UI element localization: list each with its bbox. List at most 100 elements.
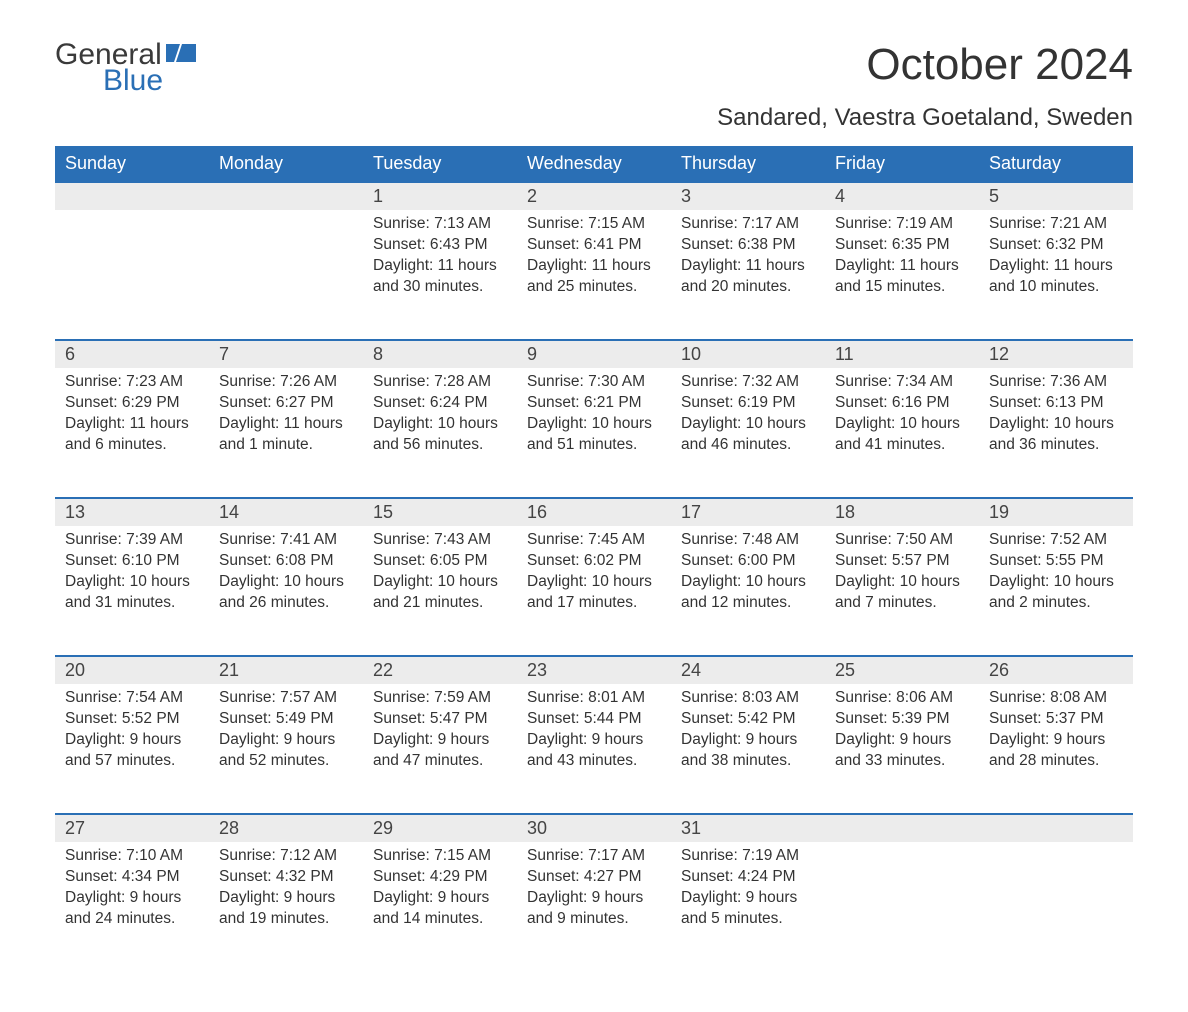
sunrise-text: Sunrise: 7:23 AM [65, 372, 199, 393]
calendar-cell [979, 842, 1133, 972]
daylight-text: Daylight: 10 hours and 17 minutes. [527, 572, 661, 614]
sunrise-text: Sunrise: 8:01 AM [527, 688, 661, 709]
calendar-table: SundayMondayTuesdayWednesdayThursdayFrid… [55, 146, 1133, 972]
sunset-text: Sunset: 5:37 PM [989, 709, 1123, 730]
calendar-cell: Sunrise: 7:59 AMSunset: 5:47 PMDaylight:… [363, 684, 517, 814]
sunset-text: Sunset: 6:32 PM [989, 235, 1123, 256]
day-number: 18 [825, 499, 979, 526]
calendar-cell: Sunrise: 7:13 AMSunset: 6:43 PMDaylight:… [363, 210, 517, 340]
calendar-cell: Sunrise: 8:06 AMSunset: 5:39 PMDaylight:… [825, 684, 979, 814]
sunrise-text: Sunrise: 7:41 AM [219, 530, 353, 551]
sunrise-text: Sunrise: 7:19 AM [835, 214, 969, 235]
day-number: 26 [979, 657, 1133, 684]
daylight-text: Daylight: 10 hours and 21 minutes. [373, 572, 507, 614]
sunrise-text: Sunrise: 7:13 AM [373, 214, 507, 235]
weekday-header: Friday [825, 146, 979, 182]
weekday-header: Sunday [55, 146, 209, 182]
calendar-cell: Sunrise: 7:54 AMSunset: 5:52 PMDaylight:… [55, 684, 209, 814]
weekday-header-row: SundayMondayTuesdayWednesdayThursdayFrid… [55, 146, 1133, 182]
sunset-text: Sunset: 6:24 PM [373, 393, 507, 414]
weekday-header: Wednesday [517, 146, 671, 182]
day-number: 22 [363, 657, 517, 684]
daylight-text: Daylight: 10 hours and 56 minutes. [373, 414, 507, 456]
day-number: 16 [517, 499, 671, 526]
sunset-text: Sunset: 6:21 PM [527, 393, 661, 414]
calendar-cell: Sunrise: 7:34 AMSunset: 6:16 PMDaylight:… [825, 368, 979, 498]
sunset-text: Sunset: 6:27 PM [219, 393, 353, 414]
sunset-text: Sunset: 6:41 PM [527, 235, 661, 256]
calendar-cell: Sunrise: 7:41 AMSunset: 6:08 PMDaylight:… [209, 526, 363, 656]
sunset-text: Sunset: 6:10 PM [65, 551, 199, 572]
sunset-text: Sunset: 6:16 PM [835, 393, 969, 414]
day-body-row: Sunrise: 7:23 AMSunset: 6:29 PM Daylight:… [55, 368, 1133, 498]
sunset-text: Sunset: 4:24 PM [681, 867, 815, 888]
daylight-text: Daylight: 10 hours and 26 minutes. [219, 572, 353, 614]
day-number: 6 [55, 341, 209, 368]
daylight-text: Daylight: 9 hours and 33 minutes. [835, 730, 969, 772]
sunset-text: Sunset: 5:49 PM [219, 709, 353, 730]
day-number: 9 [517, 341, 671, 368]
day-number: 11 [825, 341, 979, 368]
sunrise-text: Sunrise: 7:12 AM [219, 846, 353, 867]
calendar-cell: Sunrise: 7:39 AMSunset: 6:10 PMDaylight:… [55, 526, 209, 656]
sunset-text: Sunset: 5:52 PM [65, 709, 199, 730]
calendar-cell: Sunrise: 7:17 AMSunset: 6:38 PMDaylight:… [671, 210, 825, 340]
weekday-header: Monday [209, 146, 363, 182]
sunset-text: Sunset: 5:55 PM [989, 551, 1123, 572]
day-number: 12 [979, 341, 1133, 368]
day-number: 4 [825, 183, 979, 210]
sunset-text: Sunset: 4:32 PM [219, 867, 353, 888]
daylight-text: Daylight: 10 hours and 31 minutes. [65, 572, 199, 614]
day-number: 17 [671, 499, 825, 526]
daylight-text: Daylight: 9 hours and 57 minutes. [65, 730, 199, 772]
daylight-text: Daylight: 9 hours and 52 minutes. [219, 730, 353, 772]
day-number: 14 [209, 499, 363, 526]
daylight-text: Daylight: 11 hours and 1 minute. [219, 414, 353, 456]
weekday-header: Tuesday [363, 146, 517, 182]
daylight-text: Daylight: 9 hours and 43 minutes. [527, 730, 661, 772]
sunrise-text: Sunrise: 7:34 AM [835, 372, 969, 393]
day-number: 10 [671, 341, 825, 368]
day-number: 23 [517, 657, 671, 684]
daylight-text: Daylight: 11 hours and 30 minutes. [373, 256, 507, 298]
sunrise-text: Sunrise: 7:39 AM [65, 530, 199, 551]
daylight-text: Daylight: 11 hours and 15 minutes. [835, 256, 969, 298]
daylight-text: Daylight: 9 hours and 19 minutes. [219, 888, 353, 930]
sunrise-text: Sunrise: 7:54 AM [65, 688, 199, 709]
day-number-row: 13141516171819 [55, 498, 1133, 526]
sunset-text: Sunset: 6:05 PM [373, 551, 507, 572]
calendar-cell: Sunrise: 7:32 AMSunset: 6:19 PMDaylight:… [671, 368, 825, 498]
daylight-text: Daylight: 10 hours and 36 minutes. [989, 414, 1123, 456]
sunrise-text: Sunrise: 7:48 AM [681, 530, 815, 551]
daylight-text: Daylight: 10 hours and 7 minutes. [835, 572, 969, 614]
sunset-text: Sunset: 4:34 PM [65, 867, 199, 888]
sunset-text: Sunset: 6:29 PM [65, 393, 199, 414]
calendar-cell: Sunrise: 7:50 AMSunset: 5:57 PMDaylight:… [825, 526, 979, 656]
sunset-text: Sunset: 6:00 PM [681, 551, 815, 572]
day-number-row: 2728293031 [55, 814, 1133, 842]
sunset-text: Sunset: 6:13 PM [989, 393, 1123, 414]
sunrise-text: Sunrise: 7:59 AM [373, 688, 507, 709]
daylight-text: Daylight: 10 hours and 51 minutes. [527, 414, 661, 456]
calendar-cell: Sunrise: 7:36 AMSunset: 6:13 PMDaylight:… [979, 368, 1133, 498]
sunset-text: Sunset: 6:02 PM [527, 551, 661, 572]
calendar-cell [209, 210, 363, 340]
calendar-cell [825, 842, 979, 972]
sunrise-text: Sunrise: 7:45 AM [527, 530, 661, 551]
sunset-text: Sunset: 6:43 PM [373, 235, 507, 256]
page-title: October 2024 [866, 40, 1133, 90]
day-number: 21 [209, 657, 363, 684]
calendar-cell: Sunrise: 7:17 AMSunset: 4:27 PMDaylight:… [517, 842, 671, 972]
day-body-row: Sunrise: 7:10 AMSunset: 4:34 PMDaylight:… [55, 842, 1133, 972]
day-number: 31 [671, 815, 825, 842]
sunset-text: Sunset: 4:29 PM [373, 867, 507, 888]
brand-blue: Blue [103, 66, 196, 96]
sunrise-text: Sunrise: 7:50 AM [835, 530, 969, 551]
day-body-row: Sunrise: 7:54 AMSunset: 5:52 PMDaylight:… [55, 684, 1133, 814]
calendar-cell: Sunrise: 7:15 AMSunset: 6:41 PMDaylight:… [517, 210, 671, 340]
day-number: 30 [517, 815, 671, 842]
brand-flag-icon [166, 44, 196, 69]
day-number: 5 [979, 183, 1133, 210]
sunset-text: Sunset: 5:39 PM [835, 709, 969, 730]
sunset-text: Sunset: 6:38 PM [681, 235, 815, 256]
